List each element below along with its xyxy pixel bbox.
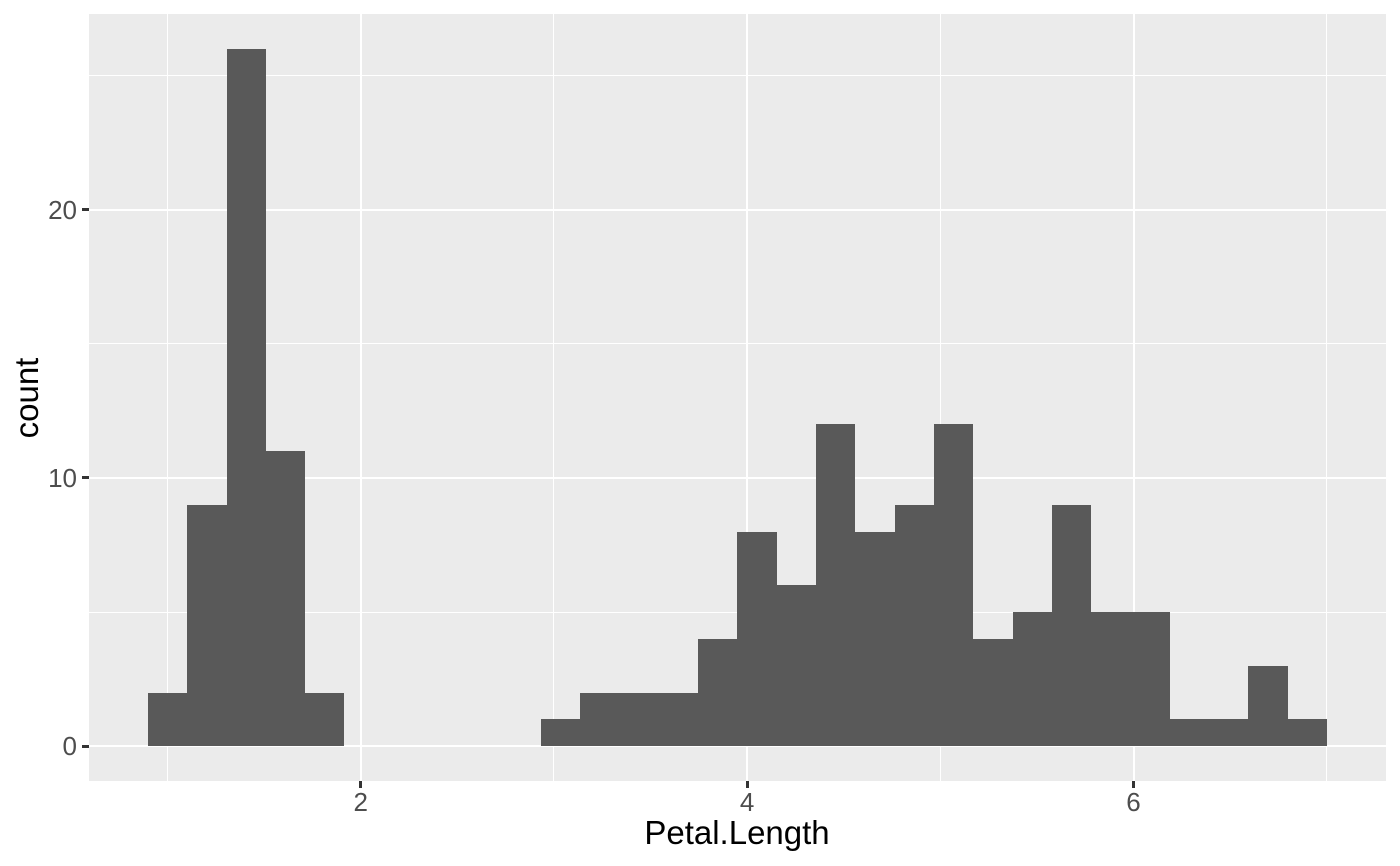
histogram-bar [540, 719, 581, 747]
x-tick-label: 2 [353, 787, 369, 817]
histogram-bar [226, 48, 266, 747]
histogram-bar [305, 692, 345, 747]
x-axis-tick [359, 781, 363, 788]
x-axis-tick [745, 781, 749, 788]
y-minor-gridline [89, 75, 1386, 77]
histogram-bar [1130, 612, 1170, 747]
histogram-bar [698, 638, 738, 747]
y-tick-label: 0 [62, 731, 77, 762]
histogram-bar [1287, 719, 1328, 747]
y-minor-gridline [89, 343, 1386, 345]
histogram-bar [934, 424, 974, 747]
histogram-bar [147, 692, 188, 747]
y-major-gridline [89, 208, 1386, 211]
histogram-bar [1169, 719, 1210, 747]
x-major-gridline [1132, 14, 1135, 781]
y-major-gridline [89, 476, 1386, 479]
y-tick-label: 10 [48, 462, 77, 493]
plot-panel [89, 14, 1386, 781]
histogram-bar [1209, 719, 1249, 747]
y-axis-tick [82, 744, 89, 748]
histogram-bar [737, 531, 777, 747]
histogram-bar [619, 692, 659, 747]
x-tick-label: 4 [739, 787, 755, 817]
y-tick-label: 20 [48, 194, 77, 225]
y-axis-tick [82, 208, 89, 212]
histogram-bar [1012, 612, 1052, 747]
y-axis-title: count [8, 357, 45, 439]
y-major-gridline [89, 745, 1386, 748]
histogram-bar [187, 504, 227, 747]
histogram-bar [855, 531, 895, 747]
histogram-bar [1248, 665, 1288, 747]
histogram-bar [1091, 612, 1131, 747]
y-axis-tick [82, 476, 89, 480]
histogram-bar [580, 692, 620, 747]
x-minor-gridline [167, 14, 169, 781]
x-tick-label: 6 [1126, 787, 1141, 817]
x-axis-title: Petal.Length [644, 814, 830, 851]
histogram-bar [658, 692, 699, 747]
histogram-bar [1051, 504, 1092, 747]
histogram-bar [265, 451, 306, 747]
x-major-gridline [359, 14, 362, 781]
x-major-gridline [746, 14, 749, 781]
histogram-bar [776, 585, 817, 747]
histogram-bar [973, 638, 1013, 747]
histogram-bar [894, 504, 934, 747]
x-axis-tick [1132, 781, 1136, 788]
x-minor-gridline [1326, 14, 1328, 781]
x-minor-gridline [553, 14, 555, 781]
histogram-bar [816, 424, 856, 747]
x-minor-gridline [939, 14, 941, 781]
